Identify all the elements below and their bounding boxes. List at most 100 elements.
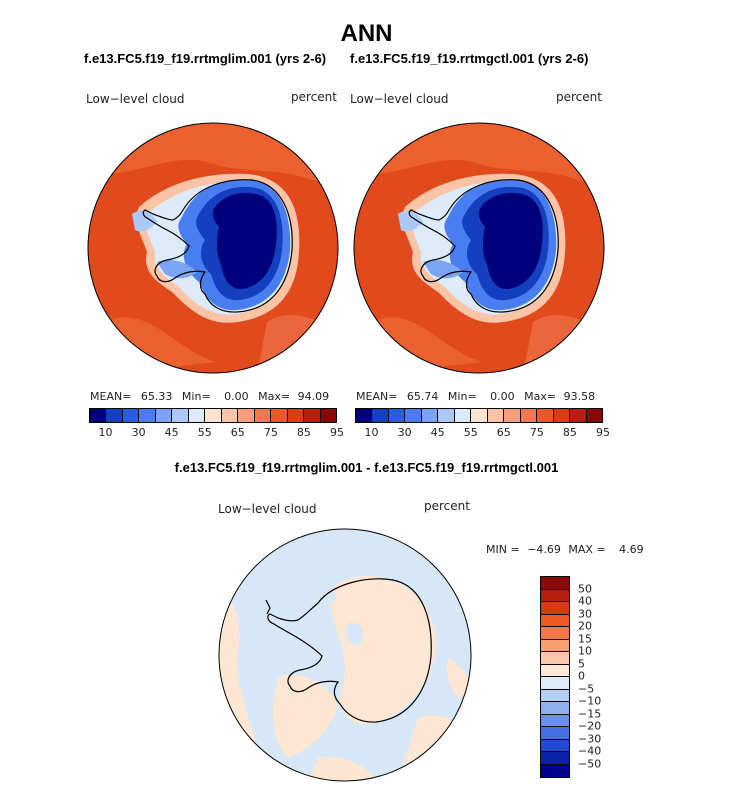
panel-1-colorbar-tick-label: 85	[296, 426, 311, 439]
panel-2-max-value: 93.58	[563, 390, 596, 403]
diff-colorbar-tick-label: −15	[578, 707, 602, 720]
diff-colorbar-tick-label: 50	[578, 582, 592, 595]
panel-2-colorbar-cell	[586, 409, 603, 422]
panel-2-variable-label: Low−level cloud	[350, 92, 449, 106]
panel-2-colorbar-tick-label: 75	[529, 426, 544, 439]
diff-colorbar-tick-label: 10	[578, 644, 592, 658]
panel-2-mean-label: MEAN=	[356, 390, 398, 403]
panel-2-colorbar-tick-label: 30	[397, 426, 412, 439]
panel-1-colorbar-tick-label: 45	[164, 426, 179, 439]
diff-colorbar-cell	[541, 652, 569, 665]
diff-colorbar	[540, 576, 570, 778]
diff-max-label: MAX =	[568, 543, 606, 556]
diff-colorbar-cell	[541, 639, 569, 652]
diff-colorbar-tick-label: −10	[578, 694, 602, 708]
panel-1-min-value: 0.00	[224, 390, 249, 403]
panel-2-min-label: Min=	[447, 390, 477, 403]
panel-2-colorbar-cell	[487, 409, 505, 422]
panel-2-colorbar-ticks: 10 30 45 55 65 75 85 95	[355, 426, 610, 440]
panel-1-colorbar-tick-label: 75	[263, 426, 278, 439]
panel-2-colorbar	[355, 408, 603, 423]
diff-minmax: MIN = −4.69 MAX = 4.69	[486, 543, 644, 556]
panel-1-colorbar-ticks: 10 30 45 55 65 75 85 95	[89, 426, 344, 440]
panel-2-colorbar-cell	[520, 409, 538, 422]
panel-2-colorbar-cell	[421, 409, 439, 422]
figure-title: ANN	[340, 20, 393, 47]
panel-1-colorbar-cell	[221, 409, 239, 422]
panel-1-colorbar-cell	[271, 409, 288, 422]
panel-1-variable-label: Low−level cloud	[86, 92, 185, 106]
panel-2-colorbar-tick-label: 95	[596, 426, 610, 439]
diff-colorbar-tick-label: −30	[578, 732, 602, 745]
panel-2-colorbar-cell	[570, 409, 587, 422]
panel-2-colorbar-cell	[537, 409, 554, 422]
diff-subtitle: f.e13.FC5.f19_f19.rrtmglim.001 - f.e13.F…	[174, 460, 559, 475]
panel-2-colorbar-cell	[438, 409, 455, 422]
panel-2-colorbar-tick-label: 55	[463, 426, 478, 439]
panel-2-colorbar-cell	[356, 409, 373, 422]
panel-1-colorbar-cell	[172, 409, 189, 422]
panel-1-colorbar-cell	[254, 409, 272, 422]
panel-1-colorbar-cell	[205, 409, 222, 422]
diff-colorbar-cell	[541, 677, 569, 690]
panel-2-colorbar-tick-label: 45	[430, 426, 445, 439]
panel-2-min-value: 0.00	[490, 390, 515, 403]
panel-2-stats: MEAN= 65.74 Min= 0.00 Max= 93.58	[356, 390, 595, 403]
panel-2-colorbar-cell	[388, 409, 406, 422]
diff-colorbar-cell	[541, 614, 569, 627]
panel-1-max-label: Max=	[258, 390, 291, 403]
diff-colorbar-cell	[541, 727, 569, 740]
panel-2-colorbar-cell	[454, 409, 472, 422]
panel-1-min-label: Min=	[181, 390, 211, 403]
diff-colorbar-tick-label: 5	[578, 657, 585, 670]
panel-2-colorbar-cell	[372, 409, 389, 422]
panel-1-colorbar-cell	[287, 409, 305, 422]
panel-1-units-label: percent	[291, 90, 337, 104]
panel-2-units-label: percent	[556, 90, 602, 104]
diff-colorbar-cell	[541, 577, 569, 590]
diff-colorbar-cell	[541, 714, 569, 727]
panel-1-colorbar-cell	[90, 409, 107, 422]
diff-colorbar-tick-label: 20	[578, 619, 592, 633]
panel-1-map	[87, 122, 339, 374]
panel-1-colorbar-cell	[106, 409, 123, 422]
panel-1-colorbar-tick-label: 65	[230, 426, 245, 439]
panel-1-mean-value: 65.33	[140, 390, 173, 403]
diff-colorbar-tick-label: −5	[578, 682, 595, 695]
panel-2-mean-value: 65.74	[406, 390, 439, 403]
panel-1-colorbar-tick-label: 55	[197, 426, 212, 439]
panel-2-colorbar-tick-label: 65	[496, 426, 511, 439]
panel-1-colorbar-cell	[155, 409, 173, 422]
panel-2-colorbar-cell	[471, 409, 488, 422]
diff-colorbar-cell	[541, 627, 569, 640]
panel-2-colorbar-tick-label: 10	[364, 426, 379, 439]
panel-1-colorbar-tick-label: 30	[131, 426, 146, 439]
diff-max-value: 4.69	[619, 543, 644, 556]
panel-2-colorbar-tick-label: 85	[562, 426, 577, 439]
diff-colorbar-tick-label: 30	[578, 607, 592, 620]
diff-min-value: −4.69	[527, 543, 561, 556]
panel-2-map	[353, 122, 605, 374]
diff-units-label: percent	[424, 499, 470, 513]
diff-colorbar-cell	[541, 602, 569, 615]
diff-colorbar-cell	[541, 664, 569, 677]
diff-colorbar-cell	[541, 764, 569, 777]
diff-colorbar-tick-label: 40	[578, 594, 592, 608]
diff-colorbar-tick-label: −50	[578, 757, 602, 770]
panel-1-colorbar-cell	[320, 409, 337, 422]
panel-1-colorbar-tick-label: 95	[330, 426, 344, 439]
diff-colorbar-tick-label: 0	[578, 669, 585, 683]
panel-1-colorbar-cell	[122, 409, 140, 422]
diff-colorbar-tick-label: −20	[578, 719, 602, 733]
panel-2-max-label: Max=	[524, 390, 557, 403]
panel-1-colorbar	[89, 408, 337, 423]
panel-1-colorbar-cell	[238, 409, 255, 422]
diff-colorbar-tick-label: −40	[578, 744, 602, 758]
diff-colorbar-tick-label: 15	[578, 632, 592, 645]
diff-colorbar-cell	[541, 589, 569, 602]
panel-2-colorbar-cell	[553, 409, 571, 422]
panel-1-max-value: 94.09	[297, 390, 330, 403]
panel-2-colorbar-cell	[405, 409, 422, 422]
panel-1-colorbar-cell	[304, 409, 321, 422]
panel-1-mean-label: MEAN=	[90, 390, 132, 403]
